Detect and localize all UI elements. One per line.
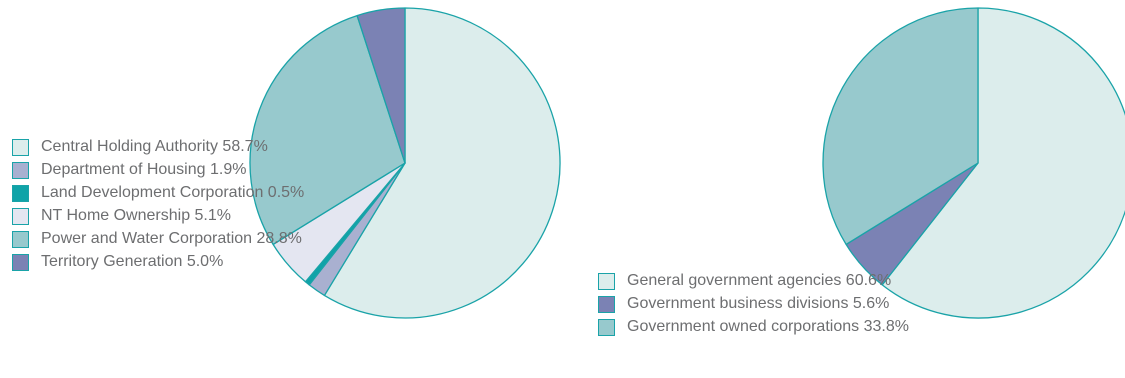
legend-swatch [12, 231, 29, 248]
legend-label: Territory Generation 5.0% [41, 253, 224, 270]
legend-item: Government owned corporations 33.8% [598, 316, 1018, 337]
legend-label: General government agencies 60.6% [627, 272, 892, 289]
legend-item: Territory Generation 5.0% [12, 251, 352, 272]
legend-item: Central Holding Authority 58.7% [12, 136, 352, 157]
legend-swatch [12, 185, 29, 202]
legend-swatch [12, 254, 29, 271]
pie-slice [249, 14, 406, 246]
legend-item: Power and Water Corporation 28.8% [12, 228, 352, 249]
legend-item: Department of Housing 1.9% [12, 159, 352, 180]
legend-item: NT Home Ownership 5.1% [12, 205, 352, 226]
legend-swatch [598, 273, 615, 290]
legend-swatch [12, 139, 29, 156]
legend-label: Government business divisions 5.6% [627, 295, 890, 312]
legend-label: Department of Housing 1.9% [41, 161, 247, 178]
pie-chart-sources [249, 7, 561, 319]
legend-label: Power and Water Corporation 28.8% [41, 230, 302, 247]
legend-swatch [12, 208, 29, 225]
legend-label: Land Development Corporation 0.5% [41, 184, 305, 201]
legend-swatch [12, 162, 29, 179]
pie-slice [356, 7, 406, 164]
pie-slice [822, 7, 979, 246]
legend-label: Government owned corporations 33.8% [627, 318, 909, 335]
legend-swatch [598, 319, 615, 336]
legend-sectors: General government agencies 60.6% Govern… [598, 270, 1018, 339]
legend-swatch [598, 296, 615, 313]
pie-slice [323, 7, 561, 319]
legend-item: Land Development Corporation 0.5% [12, 182, 352, 203]
legend-item: General government agencies 60.6% [598, 270, 1018, 291]
pie-chart-sectors [822, 7, 1125, 319]
legend-item: Government business divisions 5.6% [598, 293, 1018, 314]
legend-sources: Central Holding Authority 58.7% Departme… [12, 136, 352, 274]
legend-label: NT Home Ownership 5.1% [41, 207, 231, 224]
pie-slice [881, 7, 1125, 319]
legend-label: Central Holding Authority 58.7% [41, 138, 268, 155]
